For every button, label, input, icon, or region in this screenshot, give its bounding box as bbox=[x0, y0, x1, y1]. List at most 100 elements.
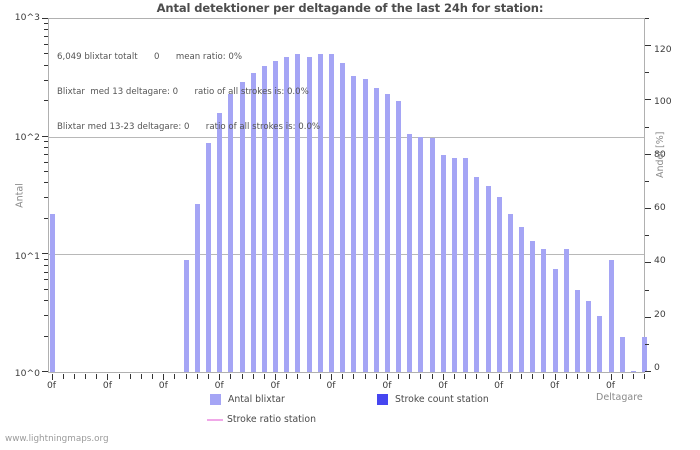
y-axis-minor-tick bbox=[44, 44, 48, 46]
y2-axis-label-60: 60 bbox=[654, 202, 666, 213]
bar bbox=[373, 87, 379, 372]
y-axis-minor-tick bbox=[44, 23, 48, 25]
x-axis-tick bbox=[588, 374, 590, 379]
y-axis-minor-tick bbox=[44, 335, 48, 337]
bar bbox=[440, 154, 446, 372]
x-axis-tick bbox=[208, 374, 210, 379]
bar bbox=[530, 240, 536, 372]
bar bbox=[507, 214, 513, 372]
x-axis-tick-label: 0f bbox=[494, 380, 504, 391]
x-axis-tick-label: 0f bbox=[270, 380, 280, 391]
bar bbox=[329, 54, 334, 372]
annotation-line-2: Blixtar med 13 deltagare: 0 ratio of all… bbox=[57, 86, 309, 97]
x-axis-tick bbox=[308, 374, 310, 379]
y-axis-minor-tick bbox=[44, 271, 48, 273]
bar bbox=[228, 94, 234, 372]
y-axis-tick bbox=[42, 135, 48, 137]
x-axis-tick bbox=[219, 374, 221, 380]
x-axis-tick bbox=[96, 374, 98, 379]
x-axis-tick-label: 0f bbox=[605, 380, 616, 391]
x-axis-tick bbox=[319, 374, 321, 379]
x-axis-tick bbox=[241, 374, 243, 379]
legend-label-antal-blixtar: Antal blixtar bbox=[228, 394, 285, 405]
bar bbox=[194, 203, 200, 372]
x-axis-tick-label: 0f bbox=[102, 380, 112, 391]
bar bbox=[451, 157, 457, 372]
x-axis-tick bbox=[230, 374, 232, 379]
bar bbox=[552, 269, 558, 372]
y2-axis-label-20: 20 bbox=[654, 309, 666, 320]
y-axis-minor-tick bbox=[44, 147, 48, 149]
bar bbox=[250, 72, 256, 372]
x-axis-tick bbox=[509, 374, 511, 379]
legend-line-stroke-ratio-station bbox=[207, 418, 223, 421]
x-axis-tick bbox=[185, 374, 187, 379]
annotation-line-1: 6,049 blixtar totalt 0 mean ratio: 0% bbox=[57, 51, 242, 62]
y-axis-minor-tick bbox=[44, 153, 48, 155]
y-axis-minor-tick bbox=[44, 197, 48, 199]
y2-axis-label-0: 0 bbox=[654, 362, 660, 373]
bar bbox=[619, 336, 625, 372]
legend-swatch-stroke-count-station bbox=[377, 394, 388, 405]
y-axis-tick bbox=[42, 253, 48, 255]
bar bbox=[217, 112, 223, 372]
y2-axis-tick bbox=[645, 99, 651, 101]
bar bbox=[239, 82, 245, 372]
y2-axis-title: Andel [%] bbox=[655, 131, 666, 179]
y2-axis-tick bbox=[645, 371, 651, 372]
x-axis-tick bbox=[152, 374, 154, 379]
bar bbox=[463, 157, 469, 372]
x-axis-tick bbox=[487, 374, 489, 379]
bar bbox=[284, 56, 290, 372]
y2-axis-tick bbox=[645, 153, 651, 155]
y2-axis-tick bbox=[645, 45, 651, 47]
bar bbox=[485, 186, 491, 372]
y-axis-minor-tick bbox=[44, 217, 48, 219]
x-axis-tick bbox=[73, 374, 75, 379]
bar bbox=[49, 214, 55, 372]
bar bbox=[418, 136, 424, 372]
bar bbox=[396, 101, 402, 372]
y2-axis-tick bbox=[645, 72, 649, 74]
y2-axis-tick bbox=[645, 126, 649, 128]
y2-axis-label-80: 80 bbox=[654, 149, 666, 160]
y-axis-minor-tick bbox=[44, 258, 48, 260]
bar bbox=[642, 336, 648, 372]
x-axis-tick bbox=[263, 374, 265, 379]
x-axis-tick bbox=[521, 374, 523, 379]
x-axis-tick bbox=[599, 374, 601, 379]
y-axis-minor-tick bbox=[44, 279, 48, 281]
y2-axis-label-100: 100 bbox=[654, 96, 672, 107]
x-axis-tick bbox=[543, 374, 545, 379]
x-axis-tick bbox=[431, 374, 433, 379]
y-axis-minor-tick bbox=[44, 171, 48, 173]
x-axis-tick bbox=[174, 374, 176, 379]
bar bbox=[362, 78, 368, 372]
legend-item-antal-blixtar: Antal blixtar bbox=[210, 394, 285, 405]
y-axis-tick bbox=[42, 18, 48, 19]
x-axis-tick bbox=[465, 374, 467, 379]
x-axis-tick bbox=[331, 374, 332, 380]
x-axis-tick bbox=[442, 374, 444, 380]
x-axis-tick bbox=[286, 374, 288, 379]
bar bbox=[261, 65, 267, 372]
x-axis-tick bbox=[353, 374, 355, 379]
bar bbox=[563, 249, 569, 372]
bar bbox=[474, 177, 480, 372]
bar bbox=[351, 75, 357, 372]
x-axis-title: Deltagare bbox=[596, 392, 643, 403]
x-axis-tick-label: 0f bbox=[326, 380, 336, 391]
y2-axis-tick bbox=[645, 235, 649, 237]
annotation-block: 6,049 blixtar totalt 0 mean ratio: 0% Bl… bbox=[57, 28, 320, 158]
bar bbox=[295, 54, 301, 372]
bar bbox=[340, 63, 346, 372]
y2-axis-tick bbox=[645, 18, 649, 19]
x-axis-tick bbox=[453, 374, 455, 379]
y2-axis-label-40: 40 bbox=[654, 255, 666, 266]
y2-axis-tick bbox=[645, 180, 649, 182]
x-axis-tick bbox=[342, 374, 344, 379]
y-axis-minor-tick bbox=[44, 141, 48, 143]
x-axis-tick bbox=[498, 374, 500, 380]
y2-axis-tick bbox=[645, 289, 649, 291]
